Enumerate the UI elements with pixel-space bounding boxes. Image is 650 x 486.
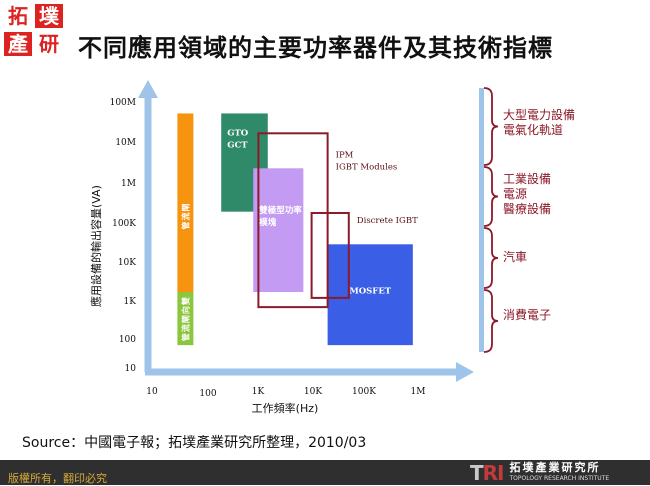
- application-bracket: [483, 227, 499, 289]
- x-tick-label: 100K: [352, 387, 376, 397]
- y-tick-label: 10K: [118, 258, 136, 268]
- x-tick-label: 1K: [252, 387, 265, 397]
- device-label: MOSFET: [349, 287, 391, 297]
- outline-label: Discrete IGBT: [357, 216, 418, 226]
- device-label: 管: [180, 222, 190, 230]
- power-device-chart: 10 100 1K 10K 100K 1M 10M 100M 10 100 1K 10K 100K 1M 工…: [89, 80, 499, 415]
- source-note: Source：中國電子報；拓墣產業研究所整理，2010/03: [22, 435, 367, 451]
- logo-char: 研: [39, 32, 59, 56]
- device-label: 向: [180, 306, 190, 314]
- footer-bar: [0, 460, 650, 485]
- device-label: GTO: [227, 128, 249, 138]
- y-tick-label: 100: [119, 335, 136, 345]
- y-tick-label: 10: [125, 364, 137, 374]
- x-tick-label: 100: [199, 389, 216, 399]
- application-bracket: [483, 87, 499, 166]
- footer-logo: TRI 拓墣產業研究所 TOPOLOGY RESEARCH INSTITUTE: [470, 461, 609, 485]
- page-title: 不同應用領域的主要功率器件及其技術指標: [78, 33, 553, 62]
- device-bar: [177, 292, 194, 346]
- x-tick-label: 1M: [411, 387, 426, 397]
- outline-box: [257, 132, 329, 309]
- logo-char: 墣: [35, 4, 63, 28]
- device-bar: [327, 244, 413, 346]
- brand-logo: 拓 墣 產 研: [4, 4, 66, 60]
- device-label: 閘: [180, 204, 190, 212]
- y-tick-label: 1M: [121, 179, 136, 189]
- outline-label: IGBT Modules: [336, 162, 398, 172]
- device-label: 閘: [180, 315, 190, 323]
- x-axis-arrow: [456, 362, 474, 382]
- device-bar: [177, 113, 194, 292]
- x-tick-label: 10: [146, 387, 158, 397]
- y-tick-label: 100K: [112, 219, 136, 229]
- device-label: 雙極型功率: [259, 205, 302, 216]
- y-axis-label: 應用設備的輸出容量(VA): [89, 185, 103, 307]
- y-axis-arrow: [138, 80, 158, 98]
- outline-label: IPM: [336, 150, 354, 160]
- device-label: 模塊: [259, 217, 277, 228]
- tri-logo: TRI: [470, 461, 504, 485]
- y-tick-label: 10M: [115, 138, 136, 148]
- application-label: 消費電子: [503, 308, 552, 322]
- y-tick-label: 100M: [110, 98, 136, 108]
- x-axis-label: 工作頻率(Hz): [252, 401, 319, 415]
- application-bracket: [483, 166, 499, 227]
- device-bar: [253, 168, 304, 292]
- application-band: [479, 88, 484, 352]
- y-tick-label: 1K: [124, 297, 137, 307]
- application-bracket: [483, 289, 499, 353]
- device-label: GCT: [227, 140, 248, 150]
- logo-char: 產: [4, 32, 32, 56]
- device-label: 管: [180, 333, 190, 341]
- application-label: 汽車: [503, 250, 528, 264]
- device-label: 流: [180, 324, 190, 332]
- logo-char: 拓: [8, 4, 28, 28]
- outline-box: [310, 211, 350, 299]
- copyright-note: 版權所有，翻印必究: [8, 472, 107, 485]
- device-label: 雙: [180, 297, 190, 305]
- application-label: 工業設備 電源 醫療設備: [503, 172, 552, 216]
- x-tick-label: 10K: [304, 387, 322, 397]
- device-label: 流: [180, 213, 190, 221]
- footer-org: 拓墣產業研究所 TOPOLOGY RESEARCH INSTITUTE: [509, 461, 610, 482]
- application-label: 大型電力設備 電氣化軌道: [503, 108, 576, 137]
